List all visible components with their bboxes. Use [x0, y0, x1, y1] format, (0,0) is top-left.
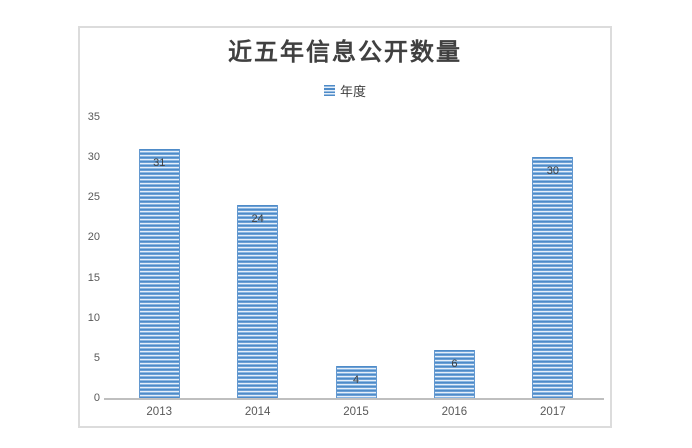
- x-axis-line: [104, 398, 604, 400]
- bar-slot: 4: [307, 117, 405, 398]
- bar-slot: 6: [405, 117, 503, 398]
- y-tick-label: 10: [87, 311, 100, 324]
- data-label: 4: [352, 373, 360, 386]
- x-tick-label: 2017: [540, 406, 566, 418]
- bar-2016: 6: [433, 349, 475, 398]
- data-label: 24: [251, 213, 264, 226]
- bar-2015: 4: [335, 365, 377, 398]
- y-axis: 0 5 10 15 20 25 30 35: [74, 111, 104, 404]
- bar-2013: 31: [138, 149, 180, 398]
- y-tick-label: 35: [87, 111, 100, 123]
- y-tick-label: 0: [93, 392, 100, 404]
- bar-slot: 31: [110, 117, 208, 398]
- legend-marker-icon: [323, 85, 335, 96]
- y-tick-label: 5: [93, 351, 100, 364]
- x-tick-label: 2015: [343, 406, 369, 418]
- x-tick-label: 2016: [441, 406, 468, 418]
- bar-2014: 24: [237, 205, 279, 398]
- legend-label: 年度: [339, 84, 366, 99]
- data-label: 6: [451, 357, 458, 370]
- chart-container: 近五年信息公开数量 年度 0 5 10 15 20 25 30 35 31 24 4 6 30 201…: [78, 26, 612, 428]
- y-tick-label: 15: [87, 271, 100, 284]
- y-tick-label: 30: [87, 151, 100, 164]
- x-tick-label: 2014: [244, 406, 271, 418]
- plot-bars: 31 24 4 6 30: [110, 117, 602, 398]
- y-tick-label: 25: [87, 191, 100, 204]
- chart-legend: 年度: [80, 81, 610, 100]
- chart-title: 近五年信息公开数量: [228, 37, 462, 66]
- x-tick-label: 2013: [146, 406, 172, 418]
- x-axis: 2013 2014 2015 2016 2017: [110, 406, 602, 418]
- data-label: 30: [546, 165, 559, 178]
- data-label: 31: [153, 157, 166, 170]
- bar-slot: 24: [208, 117, 306, 398]
- bar-2017: 30: [532, 157, 574, 398]
- plot-area: 0 5 10 15 20 25 30 35 31 24 4 6 30 2013 2014 2015 2016…: [88, 111, 604, 418]
- y-tick-label: 20: [87, 231, 100, 244]
- bar-slot: 30: [504, 117, 602, 398]
